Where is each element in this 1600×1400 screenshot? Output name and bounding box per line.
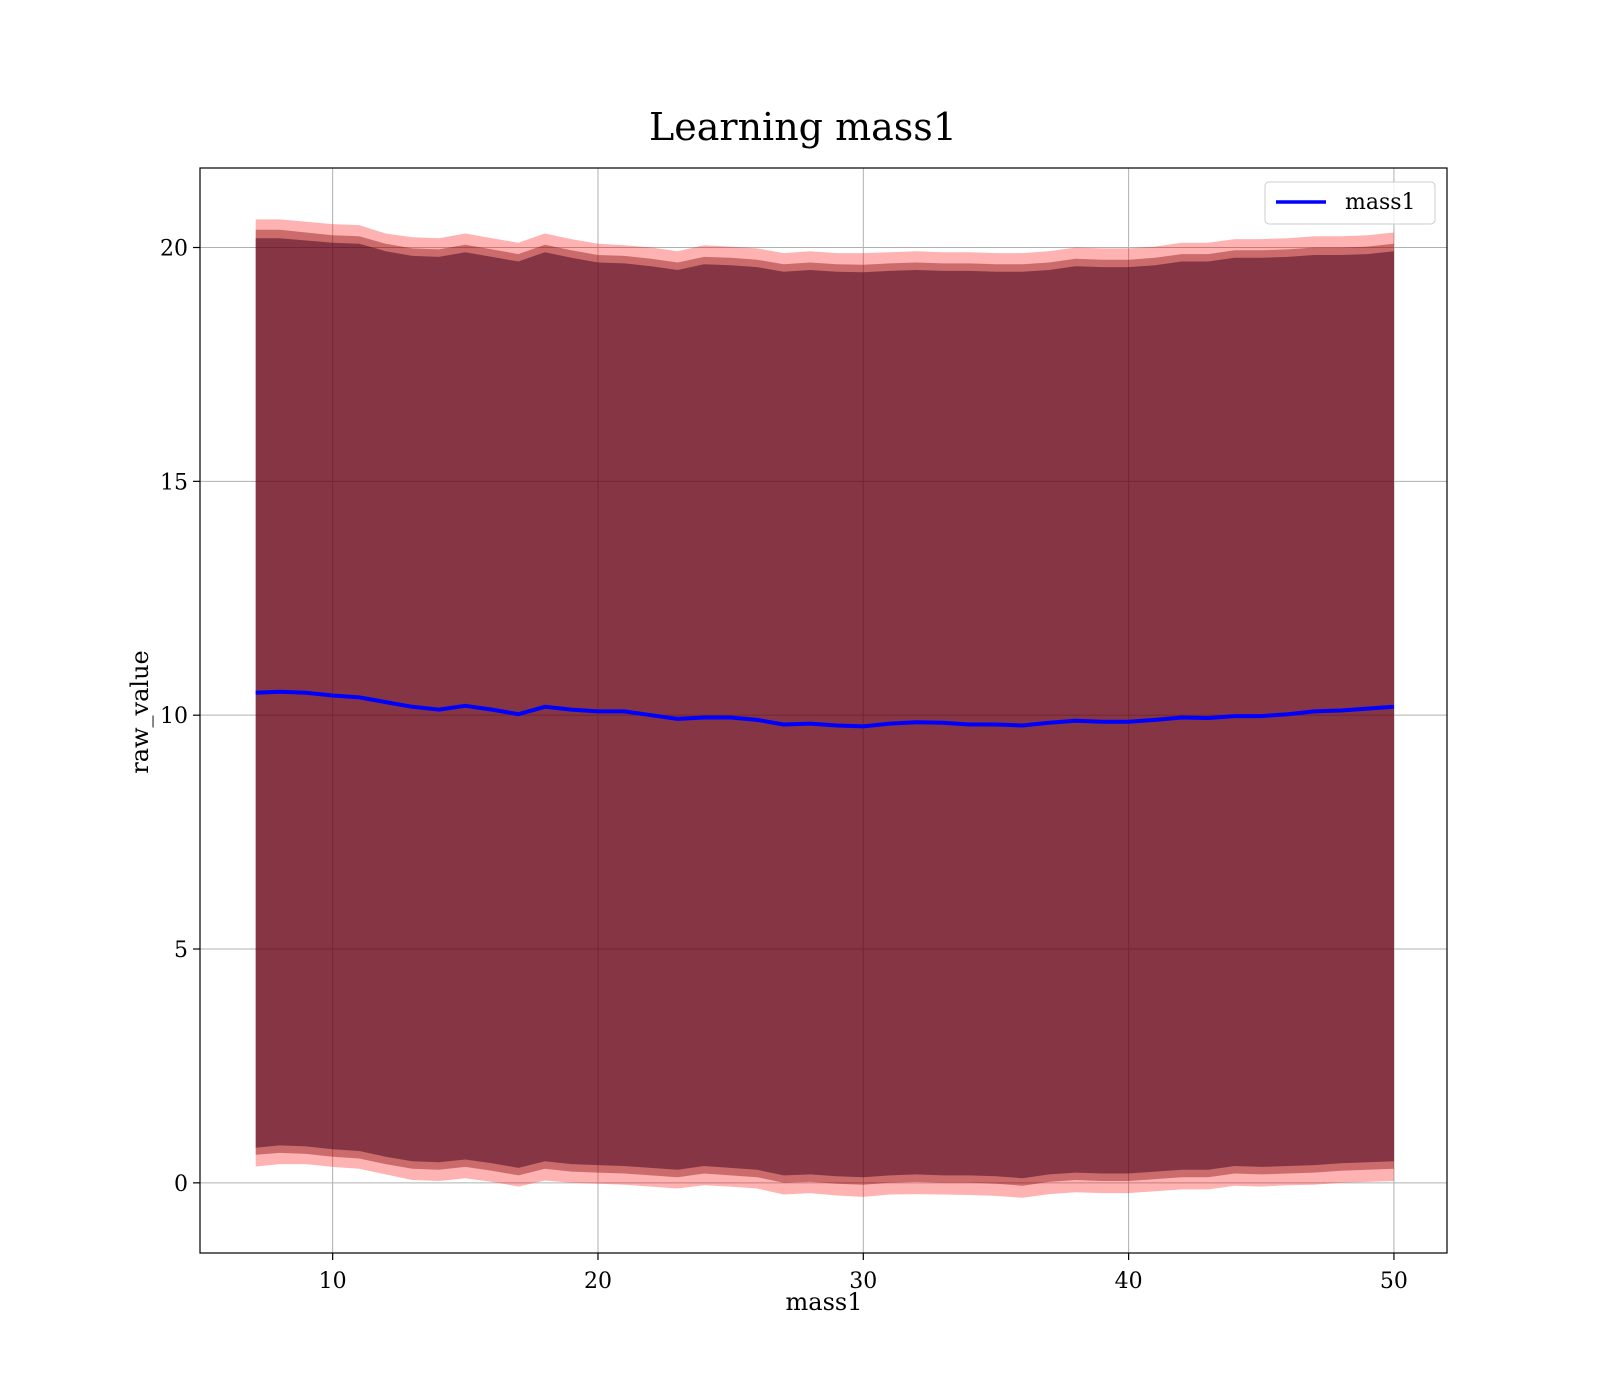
x-tick-label: 30 [849,1269,877,1294]
x-tick-label: 10 [319,1269,347,1294]
confidence-band-3 [255,238,1394,1179]
series-line-mass1 [255,689,1395,729]
y-axis-label: raw_value [126,650,154,774]
x-tick-label: 50 [1380,1269,1408,1294]
y-tick-label: 20 [160,237,188,262]
series-lines [255,689,1395,729]
axis-ticks: 10 20 30 40 50 0 5 10 15 20 [160,237,1408,1294]
y-tick-label: 10 [160,704,188,729]
legend-box [1264,181,1436,225]
y-tick-label: 0 [174,1172,188,1197]
y-tick-label: 15 [160,470,188,495]
x-axis-label: mass1 [786,1288,863,1316]
legend-label-mass1: mass1 [1345,190,1416,215]
confidence-bands [255,219,1394,1198]
x-tick-label: 20 [584,1269,612,1294]
y-tick-label: 5 [174,938,188,963]
x-tick-label: 40 [1115,1269,1143,1294]
legend: mass1 [1264,181,1436,225]
plot-frame [199,167,1448,1254]
chart-title: Learning mass1 [649,105,957,149]
